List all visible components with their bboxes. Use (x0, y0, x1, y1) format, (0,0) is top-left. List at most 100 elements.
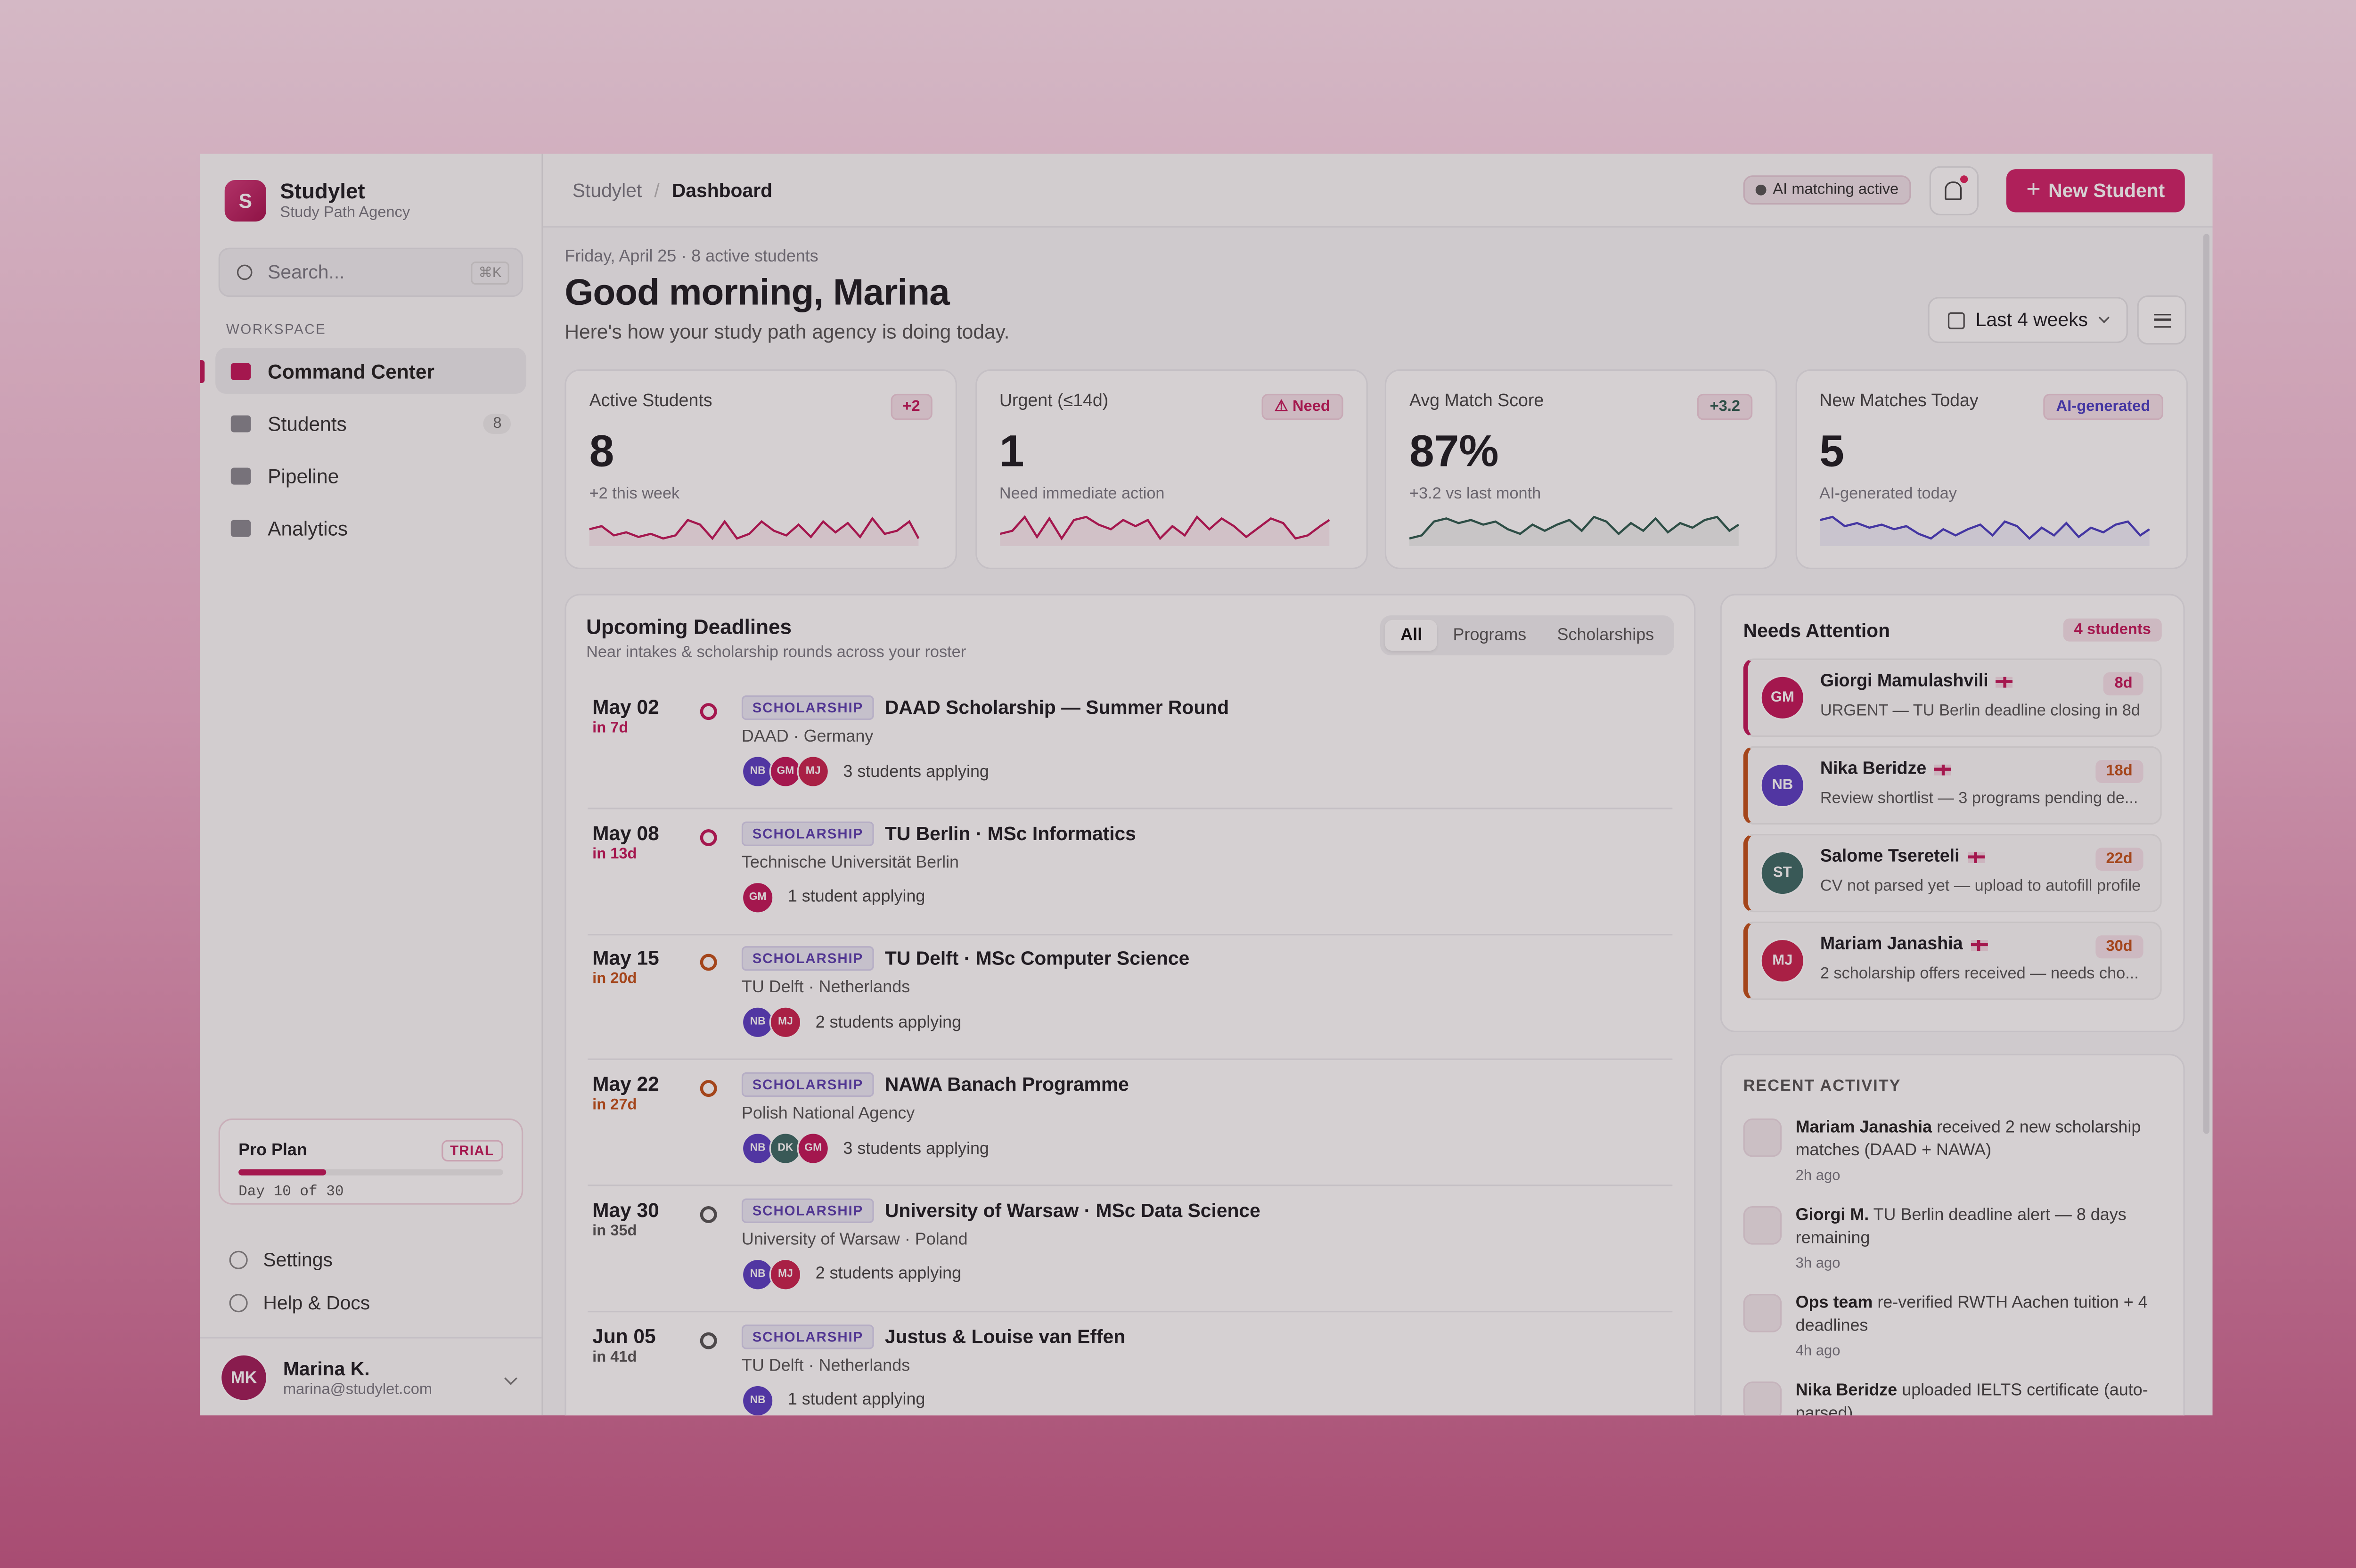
nav-item[interactable]: Students 8 (215, 400, 526, 446)
deadline-date: May 02 (592, 695, 659, 719)
kpi-card: Urgent (≤14d) ⚠ Need 1 Need immediate actio… (974, 369, 1367, 570)
footer-link[interactable]: Help & Docs (229, 1292, 370, 1314)
needs-attention-card: Needs Attention 4 students GM Giorgi Mamula… (1720, 594, 2185, 1033)
deadline-heading: SCHOLARSHIP TU Berlin · MSc Informatics (741, 821, 1136, 846)
search-icon (237, 264, 253, 280)
bell-dot (1960, 174, 1968, 182)
applicant-count: 3 students applying (843, 762, 989, 781)
deadline-row[interactable]: Jun 05 in 41d SCHOLARSHIP Justus & Louise v… (588, 1310, 1672, 1416)
link-icon (229, 1250, 248, 1269)
kpi-value: 87% (1409, 427, 1499, 477)
flag-icon (1970, 939, 1988, 950)
applicant-avatar: GM (741, 881, 774, 914)
sparkline-area (589, 518, 919, 547)
deadline-title: TU Berlin · MSc Informatics (884, 822, 1136, 844)
flag-icon (1967, 851, 1984, 863)
attention-note: CV not parsed yet — upload to autofill p… (1820, 877, 2141, 896)
deadline-org: TU Delft · Netherlands (741, 979, 910, 998)
chevron (504, 1371, 517, 1384)
brand-name: Studylet (280, 178, 365, 204)
divider (200, 1337, 542, 1339)
sparkline-line (999, 515, 1329, 541)
filter-tab[interactable]: All (1385, 620, 1438, 651)
applicants: NB DK GM 3 students applying (741, 1132, 989, 1165)
sparkline-line (1409, 515, 1740, 540)
attention-item[interactable]: GM Giorgi Mamulashvili 8d URGENT — TU Berli… (1743, 658, 2162, 737)
student-name: Giorgi Mamulashvili (1820, 672, 1988, 691)
deadline-row[interactable]: May 22 in 27d SCHOLARSHIP NAWA Banach Progr… (588, 1059, 1673, 1186)
nav-item[interactable]: Command Center (215, 347, 526, 394)
deadline-due: in 27d (592, 1097, 637, 1114)
applicant-count: 2 students applying (815, 1265, 962, 1284)
activity-item: Mariam Janashia received 2 new scholarsh… (1743, 1117, 2162, 1197)
type-tag: SCHOLARSHIP (741, 695, 875, 720)
days-badge: 30d (2095, 935, 2143, 959)
deadline-heading: SCHOLARSHIP University of Warsaw · MSc Da… (741, 1198, 1260, 1223)
status-ring (700, 1206, 717, 1223)
brand-logo: S (224, 179, 266, 221)
new-student-button[interactable]: + New Student (2006, 168, 2185, 212)
filter-tab[interactable]: Scholarships (1557, 626, 1654, 645)
flag-icon (1934, 764, 1951, 775)
nav-icon (230, 519, 251, 536)
user-avatar: MK (220, 1354, 268, 1402)
notifications[interactable] (1929, 165, 1979, 215)
deadline-heading: SCHOLARSHIP NAWA Banach Programme (741, 1072, 1129, 1097)
applicant-avatar: NB (741, 1384, 774, 1416)
deadline-org: Polish National Agency (741, 1104, 915, 1123)
activity-icon (1743, 1118, 1782, 1157)
attention-item[interactable]: MJ Mariam Janashia 30d 2 scholarship offers… (1743, 921, 2162, 1000)
applicant-avatar: MJ (797, 755, 830, 788)
deadline-title: NAWA Banach Programme (884, 1074, 1129, 1096)
attention-item[interactable]: ST Salome Tsereteli 22d CV not parsed yet —… (1743, 833, 2162, 913)
flag-icon (1996, 676, 2013, 687)
student-name: Nika Beridze (1820, 760, 1927, 779)
attention-item[interactable]: NB Nika Beridze 18d Review shortlist — 3 pr… (1743, 746, 2162, 825)
activity-actor: Giorgi M. (1795, 1206, 1869, 1225)
student-avatar: GM (1760, 675, 1805, 720)
deadline-row[interactable]: May 08 in 13d SCHOLARSHIP TU Berlin · MSc I… (588, 807, 1673, 935)
nav-item[interactable]: Analytics (215, 505, 526, 551)
activity-description: uploaded IELTS certificate (auto-parsed) (1795, 1381, 2148, 1416)
crumb[interactable]: Studylet (572, 179, 642, 201)
deadline-row[interactable]: May 30 in 35d SCHOLARSHIP University of War… (588, 1184, 1673, 1312)
brand: S Studylet Study Path Agency (224, 179, 410, 221)
deadline-due: in 41d (592, 1348, 637, 1365)
filter-tabs: All Programs Scholarships (1380, 615, 1674, 656)
kpi-card: New Matches Today AI-generated 5 AI-generat… (1794, 369, 2187, 570)
user-menu[interactable]: MK Marina K. marina@studylet.com (220, 1354, 522, 1402)
deadline-row[interactable]: May 15 in 20d SCHOLARSHIP TU Delft · MSc Co… (588, 933, 1673, 1061)
kpi-value: 1 (999, 427, 1024, 477)
search-box[interactable]: Search... ⌘K (218, 247, 524, 297)
date-range-select[interactable]: Last 4 weeks (1928, 297, 2128, 343)
user-email: marina@studylet.com (283, 1380, 433, 1398)
plan-progress-track (238, 1169, 503, 1176)
attention-note: URGENT — TU Berlin deadline closing in 8… (1820, 701, 2140, 720)
menu-button[interactable] (2137, 295, 2187, 345)
applicant-avatar: MJ (769, 1006, 802, 1039)
applicant-avatar: NB (741, 755, 774, 788)
footer-link[interactable]: Settings (229, 1249, 333, 1271)
deadline-title: TU Delft · MSc Computer Science (884, 948, 1190, 970)
filter-tab[interactable]: Programs (1453, 626, 1527, 645)
crumb-current: Dashboard (671, 179, 773, 201)
nav-item[interactable]: Pipeline (215, 452, 526, 498)
deadline-title: DAAD Scholarship — Summer Round (884, 697, 1229, 719)
kpi-badge: +3.2 (1697, 393, 1753, 420)
attention-title: Needs Attention (1743, 620, 1890, 642)
deadline-row[interactable]: May 02 in 7d SCHOLARSHIP DAAD Scholarship —… (588, 682, 1673, 809)
deadline-due: in 35d (592, 1223, 637, 1240)
activity-description: re-verified RWTH Aachen tuition + 4 dead… (1795, 1294, 2148, 1336)
deadline-title: University of Warsaw · MSc Data Science (884, 1200, 1260, 1221)
topbar: Studylet / Dashboard AI matching active + New… (543, 154, 2213, 228)
brand-text: Studylet Study Path Agency (280, 179, 410, 221)
status-ring (700, 703, 717, 720)
calendar-icon (1947, 311, 1965, 329)
student-name: Salome Tsereteli (1820, 848, 1960, 866)
activity-item: Giorgi M. TU Berlin deadline alert — 8 d… (1743, 1205, 2162, 1285)
sidebar: S Studylet Study Path Agency Search... ⌘K WOR… (200, 154, 543, 1416)
student-avatar: ST (1760, 850, 1805, 896)
status-text: AI matching active (1773, 181, 1899, 199)
